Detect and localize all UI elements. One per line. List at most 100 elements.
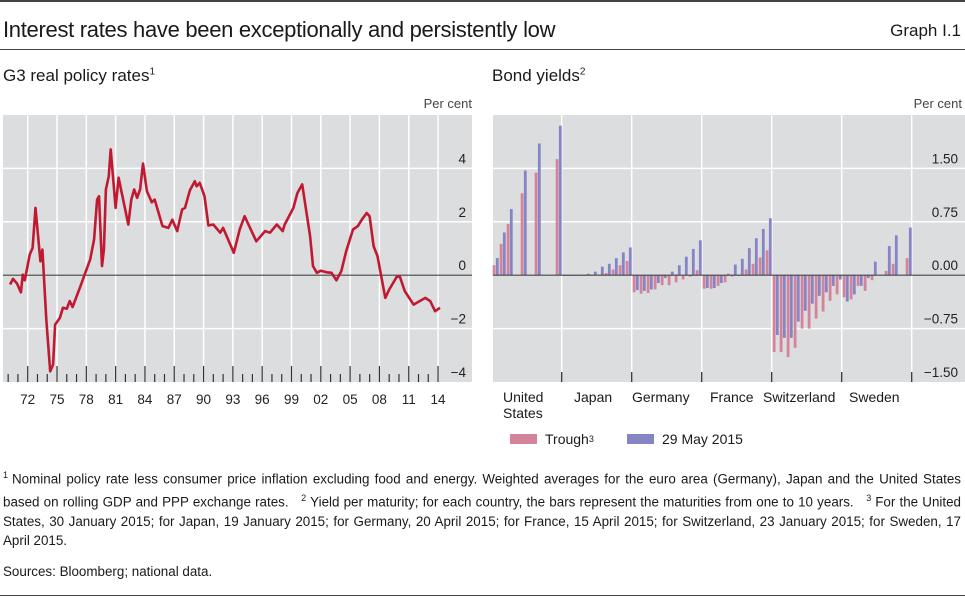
bar-trough [842, 275, 846, 298]
footnote-marker: 2 [579, 66, 586, 78]
bar-trough [702, 275, 706, 289]
plot-background [3, 115, 472, 382]
bar-may-2015 [677, 265, 681, 276]
category-label-japan: Japan [574, 389, 613, 405]
bar-trough [688, 275, 692, 277]
category-label-line: United [503, 389, 544, 405]
x-tick-label: 81 [108, 392, 123, 407]
x-tick-label: 93 [225, 392, 240, 407]
bar-trough [625, 260, 629, 276]
footnote-marker: 3 [588, 434, 594, 444]
series-line [8, 148, 441, 373]
left-panel-title: G3 real policy rates1 [3, 66, 155, 86]
bar-may-2015 [796, 275, 800, 322]
bar-trough [793, 275, 797, 348]
bar-may-2015 [712, 275, 716, 289]
bottom-rule [0, 595, 965, 596]
bar-trough [772, 275, 776, 353]
bar-may-2015 [873, 261, 877, 276]
legend-item-29-may-2015: 29 May 2015 [627, 431, 743, 447]
x-tick-label: 02 [313, 392, 328, 407]
graph-number: Graph I.1 [890, 21, 961, 40]
bar-may-2015 [537, 143, 541, 276]
bar-may-2015 [887, 246, 891, 276]
bar-may-2015 [523, 170, 527, 276]
bar-may-2015 [747, 248, 751, 276]
bar-trough [751, 263, 755, 276]
bar-may-2015 [824, 275, 828, 293]
bar-may-2015 [740, 258, 744, 276]
bar-trough [765, 250, 769, 276]
bar-trough [499, 243, 503, 276]
bar-trough [835, 275, 839, 295]
category-label-sweden: Sweden [849, 389, 900, 405]
y-tick-label: 1.50 [932, 151, 958, 166]
bar-trough [646, 275, 650, 293]
bar-trough [667, 275, 671, 286]
bar-may-2015 [817, 275, 821, 296]
y-tick-label: 2 [458, 205, 466, 220]
bar-trough [856, 275, 860, 286]
right-panel-title-text: Bond yields [492, 66, 580, 85]
bar-may-2015 [831, 275, 835, 286]
x-tick-label: 99 [284, 392, 299, 407]
page-title: Interest rates have been exceptionally a… [3, 17, 556, 42]
bar-may-2015 [894, 235, 898, 276]
bar-trough [800, 275, 804, 329]
x-tick-label: 11 [402, 392, 416, 407]
bar-may-2015 [733, 264, 737, 276]
bar-may-2015 [495, 258, 499, 276]
footnotes: 1 Nominal policy rate less consumer price… [3, 466, 961, 551]
sources: Sources: Bloomberg; national data. [3, 564, 213, 579]
bar-may-2015 [719, 275, 723, 284]
bar-may-2015 [691, 248, 695, 276]
bar-may-2015 [845, 275, 849, 302]
category-label-united-states: United States [503, 389, 543, 421]
footnote-text: For the United States, 30 January 2015; … [3, 494, 961, 549]
bar-trough [555, 159, 559, 276]
bar-may-2015 [509, 208, 513, 276]
bar-trough [716, 275, 720, 286]
footnote-text: Yield per maturity; for each country, th… [310, 494, 854, 510]
bar-trough [695, 270, 699, 276]
bar-may-2015 [810, 275, 814, 304]
footnote-marker: 1 [149, 66, 156, 78]
bar-may-2015 [614, 258, 618, 276]
bar-may-2015 [803, 275, 807, 311]
x-tick-label: 08 [372, 392, 387, 407]
bar-trough [828, 275, 832, 301]
top-rule [0, 0, 965, 2]
bar-trough [744, 269, 748, 276]
y-tick-label: 0.75 [932, 205, 958, 220]
bar-trough [779, 275, 783, 353]
bar-trough [674, 275, 678, 283]
legend-swatch-trough [510, 434, 537, 444]
y-tick-label: 4 [458, 151, 466, 166]
bar-trough [730, 275, 734, 277]
bar-may-2015 [502, 232, 506, 276]
bar-trough [891, 263, 895, 276]
x-tick-label: 90 [196, 392, 211, 407]
bar-may-2015 [642, 275, 646, 291]
bar-trough [611, 269, 615, 276]
footnote-text: Nominal policy rate less consumer price … [3, 471, 961, 510]
bar-may-2015 [663, 275, 667, 279]
bar-trough [905, 258, 909, 276]
bar-may-2015 [684, 256, 688, 276]
bar-may-2015 [593, 271, 597, 276]
bar-may-2015 [866, 275, 870, 279]
x-tick-label: 14 [431, 392, 447, 407]
bar-trough [604, 273, 608, 276]
bar-trough [618, 265, 622, 276]
bar-may-2015 [635, 275, 639, 291]
bar-trough [534, 172, 538, 276]
right-unit-label: Per cent [913, 96, 962, 111]
bar-trough [849, 275, 853, 300]
bar-may-2015 [852, 275, 856, 295]
bar-may-2015 [607, 263, 611, 276]
left-panel-title-text: G3 real policy rates [3, 66, 150, 85]
footnote-marker: 2 [301, 492, 307, 503]
bar-trough [758, 257, 762, 276]
bar-may-2015 [558, 125, 562, 276]
bar-trough [653, 275, 657, 290]
